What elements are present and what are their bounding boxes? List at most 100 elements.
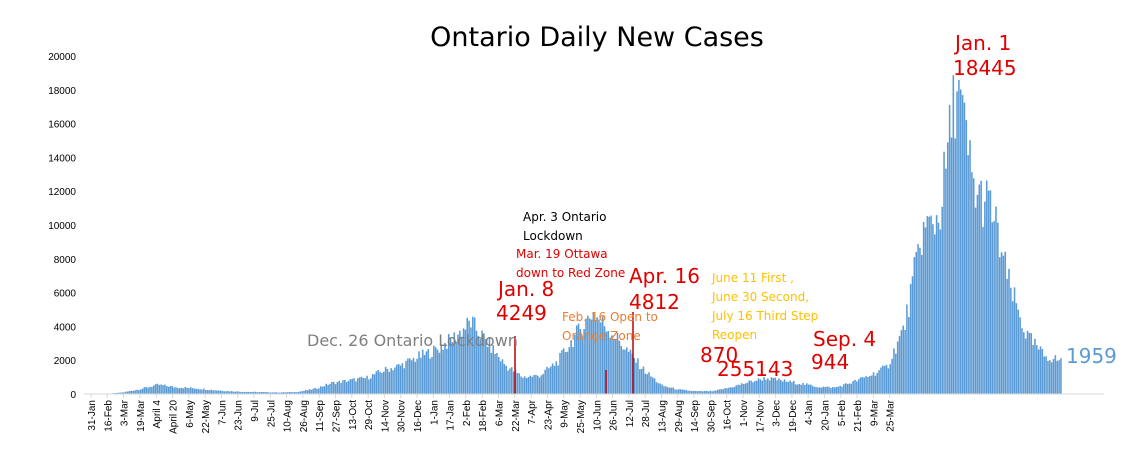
bar (269, 392, 272, 394)
bar (152, 385, 155, 394)
bar (232, 391, 235, 394)
bar (1026, 330, 1029, 394)
bar (221, 391, 224, 394)
bar (138, 390, 140, 394)
bar (444, 342, 446, 394)
bar (885, 364, 888, 394)
bar (351, 378, 353, 394)
x-tick-label: 12-Jul (625, 400, 636, 427)
bar (457, 334, 459, 394)
bar (251, 391, 253, 394)
bar (392, 370, 394, 394)
bar (633, 357, 635, 394)
bar (702, 391, 704, 394)
bar (843, 384, 845, 394)
annotation-label: 4249 (496, 301, 547, 325)
bar (624, 349, 626, 394)
bar (564, 351, 567, 394)
x-tick-label: 9-Mar (869, 399, 880, 426)
bar (523, 376, 526, 394)
bar (134, 390, 136, 394)
bar (677, 389, 680, 394)
bar (978, 184, 981, 394)
bar (375, 371, 378, 394)
y-tick-label: 10000 (48, 221, 76, 232)
bar (160, 384, 162, 394)
bar (746, 382, 749, 394)
bar (900, 330, 903, 394)
bar (434, 347, 437, 394)
x-tick-label: 3-Mar (120, 399, 131, 426)
bar (830, 388, 832, 394)
bar (588, 318, 591, 394)
bar (446, 348, 448, 394)
x-tick-label: 7-Apr (527, 399, 538, 424)
bar (165, 386, 168, 394)
bar (551, 363, 554, 394)
bar (909, 283, 912, 394)
bar (713, 390, 715, 394)
bar (421, 349, 424, 394)
bar (685, 390, 687, 394)
bar (917, 244, 919, 394)
bar (141, 388, 144, 394)
bar (867, 376, 869, 394)
bar (614, 339, 617, 394)
bar (395, 364, 398, 394)
bar (561, 350, 563, 394)
bar (466, 317, 469, 394)
bar (587, 315, 589, 394)
bar (321, 386, 324, 394)
bar (418, 351, 420, 394)
bar (807, 384, 810, 394)
bar (308, 389, 311, 394)
bar (722, 389, 725, 394)
x-tick-label: 22-May (201, 400, 212, 433)
bar (420, 357, 422, 394)
bar (742, 383, 745, 394)
bar (136, 389, 138, 394)
y-tick-label: 20000 (48, 52, 76, 63)
x-tick-label: 26-Jun (609, 400, 620, 431)
bar (611, 335, 613, 394)
y-tick-label: 18000 (48, 86, 76, 97)
bar (293, 391, 296, 394)
bar (275, 392, 277, 394)
bar (759, 379, 762, 394)
bar (553, 365, 556, 394)
bar (184, 387, 187, 394)
annotation-label: down to Red Zone (516, 266, 625, 280)
bar (342, 380, 344, 394)
bar (744, 383, 747, 394)
bar (121, 392, 123, 394)
bar (496, 353, 498, 394)
bar (195, 388, 198, 394)
bar (1045, 356, 1047, 394)
bar (690, 391, 693, 394)
bar (379, 371, 381, 394)
bar (240, 391, 242, 394)
bar (223, 391, 225, 394)
bar (707, 391, 710, 394)
bar (932, 224, 934, 394)
bar (1023, 332, 1025, 394)
annotation-label: 255143 (717, 357, 793, 381)
bar (460, 336, 463, 394)
bar (908, 317, 910, 394)
x-tick-label: 6-Mar (495, 399, 506, 426)
bar (245, 391, 248, 394)
bar (985, 180, 988, 394)
annotation-label: 18445 (953, 56, 1017, 80)
bar (327, 384, 329, 394)
bar (145, 387, 148, 394)
x-tick-label: 21-Feb (853, 400, 864, 432)
bar (331, 381, 333, 394)
bar (447, 333, 450, 394)
bar (442, 349, 444, 394)
bar (768, 380, 771, 394)
bar (943, 151, 945, 394)
bar (357, 378, 359, 394)
bar (249, 391, 251, 394)
bar (698, 391, 700, 394)
x-tick-label: 14-Sep (690, 400, 701, 433)
